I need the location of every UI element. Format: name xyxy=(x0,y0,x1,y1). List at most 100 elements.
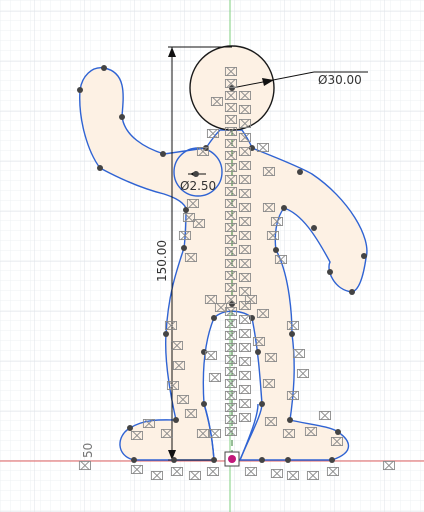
constraint-glyph-icon[interactable]: ⌧ xyxy=(238,173,252,187)
shoulder-joint-circle[interactable] xyxy=(173,147,223,197)
constraint-glyph-icon[interactable]: ⌧ xyxy=(224,185,238,199)
sketch-point[interactable] xyxy=(229,301,235,307)
constraint-glyph-icon[interactable]: ⌧ xyxy=(224,329,238,343)
constraint-glyph-icon[interactable]: ⌧ xyxy=(224,65,238,79)
constraint-glyph-icon[interactable]: ⌧ xyxy=(224,257,238,271)
constraint-glyph-icon[interactable]: ⌧ xyxy=(224,305,238,319)
constraint-glyph-icon[interactable]: ⌧ xyxy=(286,319,300,333)
constraint-glyph-icon[interactable]: ⌧ xyxy=(238,257,252,271)
constraint-glyph-icon[interactable]: ⌧ xyxy=(224,377,238,391)
constraint-glyph-icon[interactable]: ⌧ xyxy=(262,377,276,391)
constraint-glyph-icon[interactable]: ⌧ xyxy=(224,293,238,307)
constraint-glyph-icon[interactable]: ⌧ xyxy=(224,365,238,379)
sketch-point[interactable] xyxy=(163,331,169,337)
sketch-point[interactable] xyxy=(297,169,303,175)
constraint-glyph-icon[interactable]: ⌧ xyxy=(196,427,210,441)
constraint-glyph-icon[interactable]: ⌧ xyxy=(224,389,238,403)
constraint-glyph-icon[interactable]: ⌧ xyxy=(238,229,252,243)
sketch-point[interactable] xyxy=(287,417,293,423)
constraint-glyph-icon[interactable]: ⌧ xyxy=(184,251,198,265)
constraint-glyph-icon[interactable]: ⌧ xyxy=(238,411,252,425)
sketch-point[interactable] xyxy=(203,145,209,151)
constraint-glyph-icon[interactable]: ⌧ xyxy=(238,369,252,383)
head-diameter-label[interactable]: Ø30.00 xyxy=(318,73,362,87)
constraint-glyph-icon[interactable]: ⌧ xyxy=(208,371,222,385)
constraint-glyph-icon[interactable]: ⌧ xyxy=(78,459,92,473)
constraint-glyph-icon[interactable]: ⌧ xyxy=(244,293,258,307)
constraint-glyph-icon[interactable]: ⌧ xyxy=(224,149,238,163)
sketch-points[interactable] xyxy=(77,65,367,463)
constraint-glyph-icon[interactable]: ⌧ xyxy=(130,429,144,443)
constraint-glyph-icon[interactable]: ⌧ xyxy=(238,187,252,201)
constraint-glyph-icon[interactable]: ⌧ xyxy=(292,347,306,361)
sketch-point[interactable] xyxy=(259,457,265,463)
joint-diameter-label[interactable]: Ø2.50 xyxy=(180,179,216,193)
constraint-glyph-icon[interactable]: ⌧ xyxy=(224,113,238,127)
constraint-glyph-icon[interactable]: ⌧ xyxy=(224,101,238,115)
constraint-glyph-icon[interactable]: ⌧ xyxy=(204,293,218,307)
constraint-glyph-icon[interactable]: ⌧ xyxy=(244,465,258,479)
constraint-glyph-icon[interactable]: ⌧ xyxy=(224,209,238,223)
sketch-point[interactable] xyxy=(211,457,217,463)
constraint-glyph-icon[interactable]: ⌧ xyxy=(264,351,278,365)
sketch-point[interactable] xyxy=(311,225,317,231)
constraint-glyph-icon[interactable]: ⌧ xyxy=(238,201,252,215)
constraint-glyph-icon[interactable]: ⌧ xyxy=(150,469,164,483)
constraint-glyph-icon[interactable]: ⌧ xyxy=(238,243,252,257)
constraint-glyph-icon[interactable]: ⌧ xyxy=(160,427,174,441)
sketch-point[interactable] xyxy=(329,457,335,463)
constraint-glyph-icon[interactable]: ⌧ xyxy=(206,465,220,479)
sketch-point[interactable] xyxy=(97,165,103,171)
constraint-glyph-icon[interactable]: ⌧ xyxy=(238,397,252,411)
constraint-glyph-icon[interactable]: ⌧ xyxy=(282,427,296,441)
constraint-glyph-icon[interactable]: ⌧ xyxy=(262,165,276,179)
constraint-glyph-icon[interactable]: ⌧ xyxy=(170,465,184,479)
constraint-glyph-icon[interactable]: ⌧ xyxy=(238,313,252,327)
constraint-glyph-icon[interactable]: ⌧ xyxy=(224,341,238,355)
constraint-glyph-icon[interactable]: ⌧ xyxy=(210,95,224,109)
constraint-glyph-icon[interactable]: ⌧ xyxy=(286,469,300,483)
constraint-glyph-icon[interactable]: ⌧ xyxy=(256,141,270,155)
constraint-glyph-icon[interactable]: ⌧ xyxy=(172,359,186,373)
constraint-glyph-icon[interactable]: ⌧ xyxy=(238,355,252,369)
sketch-point[interactable] xyxy=(77,87,83,93)
constraint-glyph-icon[interactable]: ⌧ xyxy=(264,415,278,429)
sketch-point[interactable] xyxy=(335,429,341,435)
sketch-point[interactable] xyxy=(160,151,166,157)
sketch-point[interactable] xyxy=(249,145,255,151)
constraint-glyph-icon[interactable]: ⌧ xyxy=(224,125,238,139)
constraint-glyph-icon[interactable]: ⌧ xyxy=(224,197,238,211)
constraint-glyph-icon[interactable]: ⌧ xyxy=(306,469,320,483)
head-diameter-dimension[interactable]: Ø30.00 xyxy=(231,71,368,89)
constraint-glyph-icon[interactable]: ⌧ xyxy=(224,353,238,367)
constraint-glyph-icon[interactable]: ⌧ xyxy=(224,233,238,247)
constraint-glyph-icon[interactable]: ⌧ xyxy=(204,349,218,363)
constraint-glyph-icon[interactable]: ⌧ xyxy=(206,127,220,141)
constraint-glyph-icon[interactable]: ⌧ xyxy=(224,137,238,151)
constraint-glyph-icon[interactable]: ⌧ xyxy=(252,335,266,349)
constraint-glyph-icon[interactable]: ⌧ xyxy=(274,253,288,267)
constraint-glyph-icon[interactable]: ⌧ xyxy=(238,271,252,285)
constraint-glyph-icon[interactable]: ⌧ xyxy=(224,413,238,427)
constraint-glyph-icon[interactable]: ⌧ xyxy=(286,389,300,403)
constraint-glyph-icon[interactable]: ⌧ xyxy=(170,339,184,353)
height-dimension-label[interactable]: 150.00 xyxy=(155,240,169,282)
constraint-glyph-icon[interactable]: ⌧ xyxy=(224,77,238,91)
constraint-glyph-icon[interactable]: ⌧ xyxy=(238,383,252,397)
constraint-glyph-icon[interactable]: ⌧ xyxy=(270,467,284,481)
constraint-glyph-icon[interactable]: ⌧ xyxy=(166,379,180,393)
constraint-glyph-icon[interactable]: ⌧ xyxy=(266,229,280,243)
constraint-glyph-icon[interactable]: ⌧ xyxy=(238,215,252,229)
constraint-glyph-icon[interactable]: ⌧ xyxy=(238,159,252,173)
constraint-glyph-icon[interactable]: ⌧ xyxy=(238,131,252,145)
constraint-glyph-icon[interactable]: ⌧ xyxy=(178,229,192,243)
constraint-glyph-icon[interactable]: ⌧ xyxy=(224,317,238,331)
sketch-point[interactable] xyxy=(173,417,179,423)
constraint-glyph-icon[interactable]: ⌧ xyxy=(208,427,222,441)
constraint-glyph-icon[interactable]: ⌧ xyxy=(184,407,198,421)
constraint-glyph-icon[interactable]: ⌧ xyxy=(330,435,344,449)
constraint-glyph-icon[interactable]: ⌧ xyxy=(188,469,202,483)
constraint-glyph-icon[interactable]: ⌧ xyxy=(186,197,200,211)
sketch-point[interactable] xyxy=(289,331,295,337)
